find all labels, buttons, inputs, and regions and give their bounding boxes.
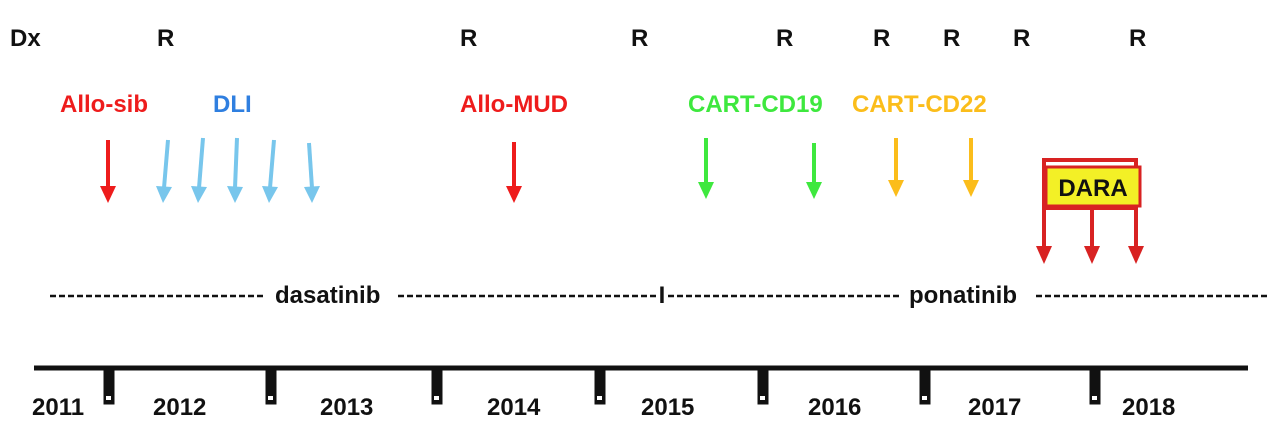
year-label-2014: 2014	[487, 394, 541, 421]
dara-arrow-1	[1036, 246, 1052, 264]
relapse-marker-4: R	[776, 25, 793, 52]
cart-cd22-arrow-1	[888, 138, 904, 197]
event-markers: Dx R R R R R R R R	[10, 25, 1146, 52]
relapse-marker-3: R	[631, 25, 648, 52]
allo-mud-label: Allo-MUD	[460, 91, 568, 118]
diagnosis-marker: Dx	[10, 25, 41, 52]
year-label-2017: 2017	[968, 394, 1021, 421]
year-dividers	[103, 367, 1101, 405]
dara-arrow-2	[1084, 246, 1100, 264]
dli-arrow-1	[156, 139, 172, 203]
year-label-2013: 2013	[320, 394, 373, 421]
dara-label: DARA	[1058, 175, 1127, 202]
dli-arrow-2	[191, 137, 207, 203]
year-label-2015: 2015	[641, 394, 694, 421]
dara-group: DARA	[1036, 158, 1144, 264]
dara-box	[1044, 165, 1142, 208]
year-label-2018: 2018	[1122, 394, 1175, 421]
tki-line: dasatinib I ponatinib	[50, 282, 1270, 309]
cart-cd19-arrow-1	[698, 138, 714, 199]
tki-switch-marker: I	[659, 282, 666, 309]
dli-arrow-4	[262, 139, 278, 203]
cart-cd22-label: CART-CD22	[852, 91, 987, 118]
dli-arrow-5	[304, 142, 320, 203]
year-label-2011: 2011	[32, 394, 84, 421]
relapse-marker-5: R	[873, 25, 890, 52]
treatment-arrows	[100, 137, 979, 203]
dli-label: DLI	[213, 91, 252, 118]
ponatinib-label: ponatinib	[909, 282, 1017, 309]
dara-arrow-3	[1128, 246, 1144, 264]
year-label-2016: 2016	[808, 394, 861, 421]
relapse-marker-7: R	[1013, 25, 1030, 52]
cart-cd19-arrow-2	[806, 143, 822, 199]
year-label-2012: 2012	[153, 394, 206, 421]
dasatinib-label: dasatinib	[275, 282, 380, 309]
relapse-marker-1: R	[157, 25, 174, 52]
allo-sib-arrow	[100, 140, 116, 203]
treatment-labels: Allo-sib DLI Allo-MUD CART-CD19 CART-CD2…	[60, 91, 987, 118]
relapse-marker-2: R	[460, 25, 477, 52]
dli-arrow-3	[227, 137, 243, 203]
year-axis: 2011 2012 2013 2014 2015 2016 2017 2018	[32, 365, 1248, 421]
cart-cd22-arrow-2	[963, 138, 979, 197]
cart-cd19-label: CART-CD19	[688, 91, 823, 118]
allo-sib-label: Allo-sib	[60, 91, 148, 118]
relapse-marker-8: R	[1129, 25, 1146, 52]
relapse-marker-6: R	[943, 25, 960, 52]
allo-mud-arrow	[506, 142, 522, 203]
